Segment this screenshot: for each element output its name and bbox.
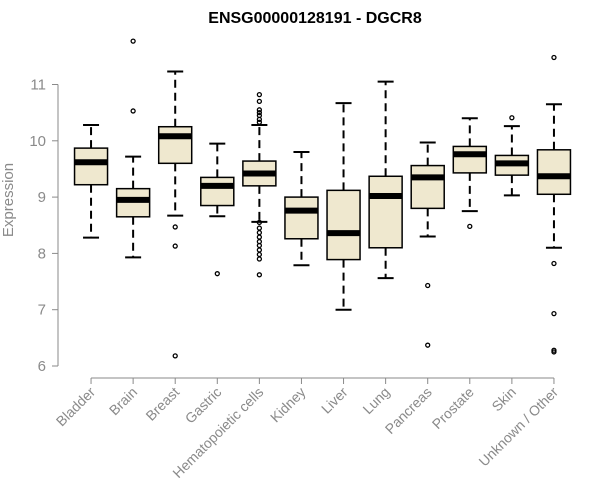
x-tick-label: Pancreas [382, 384, 435, 437]
box-group [73, 124, 109, 239]
y-axis: 6 7 8 9 10 11 [29, 77, 59, 375]
box-group [200, 142, 235, 277]
iqr-box [200, 176, 235, 207]
outlier-point [425, 342, 431, 348]
x-tick-label: Lung [359, 384, 392, 417]
box-group [157, 70, 193, 359]
box-group [494, 115, 530, 197]
outlier-point [551, 260, 557, 267]
x-tick-label: Breast [142, 384, 182, 424]
y-tick-label: 9 [38, 189, 46, 206]
y-tick-label: 6 [38, 358, 46, 375]
outlier-point [256, 225, 263, 231]
outlier-point [256, 251, 263, 258]
outlier-point [425, 282, 431, 289]
iqr-box [157, 125, 193, 165]
outlier-point [172, 224, 178, 230]
outlier-point [172, 353, 178, 359]
plot-area [73, 38, 572, 359]
outlier-point [256, 107, 263, 113]
box-group [242, 91, 277, 278]
outlier-point [551, 349, 557, 355]
x-tick-label: Kidney [267, 384, 309, 426]
outlier-point [509, 115, 515, 121]
outlier-point [256, 219, 263, 226]
iqr-box [410, 164, 445, 210]
outlier-point [256, 91, 263, 98]
y-tick-label: 7 [38, 302, 46, 319]
chart-title: ENSG00000128191 - DGCR8 [208, 10, 422, 27]
iqr-box [326, 189, 361, 261]
x-tick-label: Unknown / Other [475, 384, 561, 470]
outlier-point [256, 242, 263, 249]
y-tick-label: 8 [38, 245, 46, 262]
outlier-point [551, 54, 557, 61]
outlier-point [256, 247, 263, 253]
outlier-point [551, 310, 557, 317]
box-group [115, 38, 151, 259]
box-group [326, 102, 361, 311]
iqr-box [536, 149, 572, 196]
outlier-point [256, 98, 263, 105]
outlier-point [130, 108, 136, 114]
box-group [452, 117, 488, 230]
x-tick-label: Liver [318, 384, 351, 417]
outlier-point [467, 223, 473, 230]
x-tick-label: Prostate [429, 384, 477, 432]
x-tick-label: Bladder [53, 384, 99, 430]
iqr-box [368, 175, 403, 249]
outlier-point [256, 272, 263, 278]
outlier-point [172, 243, 178, 249]
outlier-point [214, 271, 220, 277]
box-group [410, 141, 445, 348]
box-group [368, 80, 403, 280]
y-tick-label: 11 [30, 77, 46, 94]
outlier-point [256, 229, 263, 236]
outlier-point [256, 119, 263, 125]
outlier-point [130, 38, 136, 44]
outlier-point [256, 110, 263, 116]
x-tick-label: Skin [488, 384, 519, 415]
y-tick-label: 10 [29, 133, 46, 150]
iqr-box [452, 145, 488, 174]
y-axis-label: Expression [0, 163, 17, 237]
iqr-box [284, 196, 319, 240]
outlier-point [256, 256, 263, 262]
box-group [536, 54, 572, 355]
iqr-box [73, 147, 109, 186]
outlier-point [256, 234, 263, 240]
x-tick-label: Brain [106, 384, 140, 418]
box-group [284, 151, 319, 267]
outlier-point [256, 116, 263, 123]
